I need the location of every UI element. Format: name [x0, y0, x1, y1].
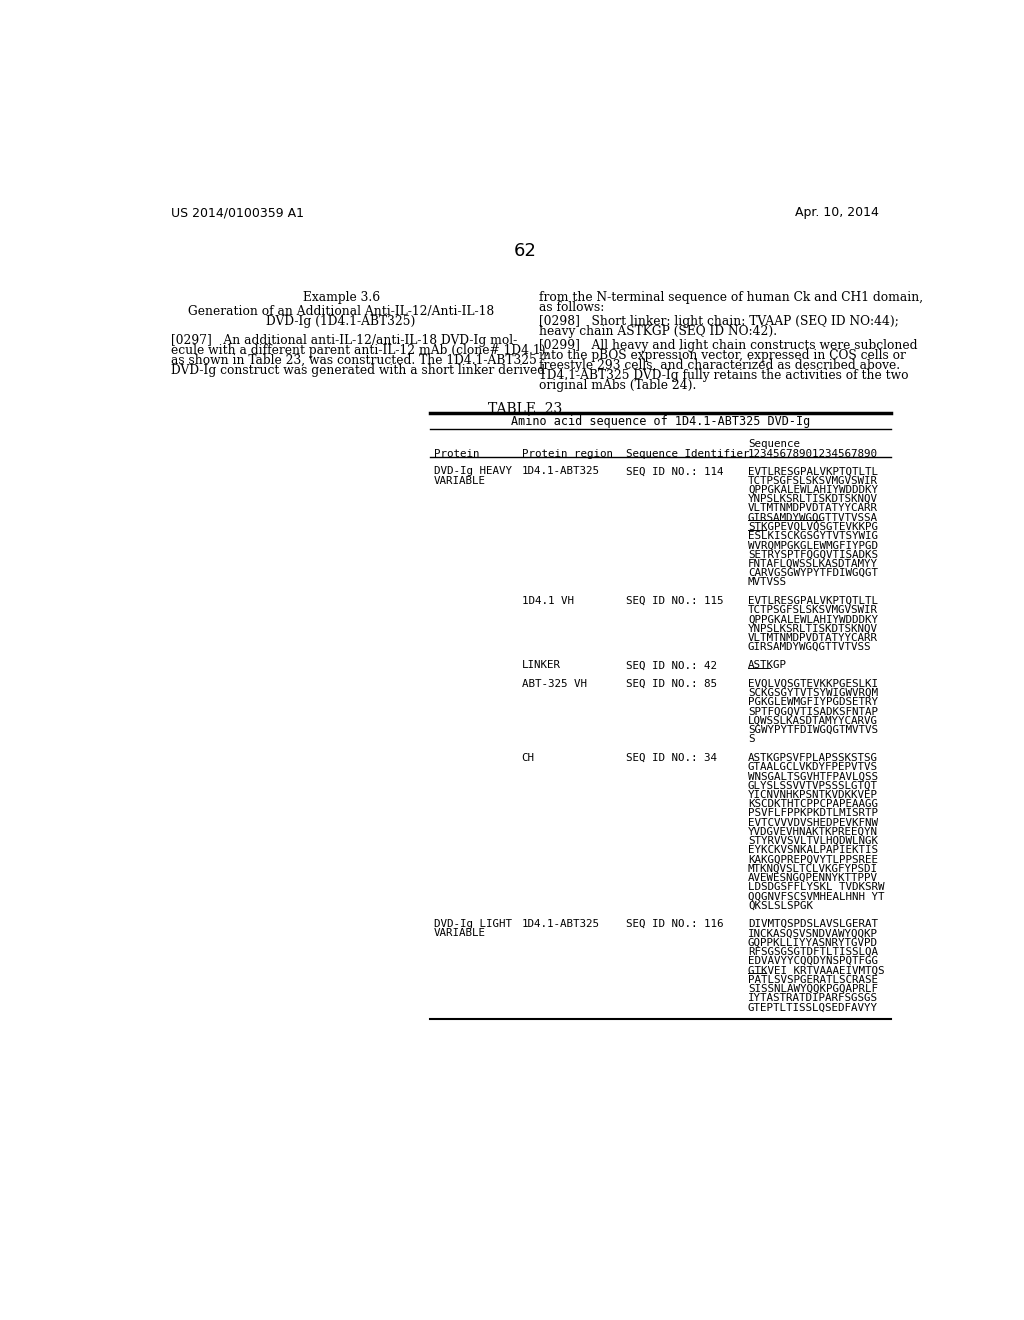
Text: QPPGKALEWLAHIYWDDDKY: QPPGKALEWLAHIYWDDDKY: [748, 614, 878, 624]
Text: GQPPKLLIYYASNRYTGVPD: GQPPKLLIYYASNRYTGVPD: [748, 937, 878, 948]
Text: ABT-325 VH: ABT-325 VH: [521, 678, 587, 689]
Text: LDSDGSFFLYSKL TVDKSRW: LDSDGSFFLYSKL TVDKSRW: [748, 882, 885, 892]
Text: ESLKISCKGSGYTVTSYWIG: ESLKISCKGSGYTVTSYWIG: [748, 531, 878, 541]
Text: Example 3.6: Example 3.6: [302, 290, 380, 304]
Text: WVRQMPGKGLEWMGFIYPGD: WVRQMPGKGLEWMGFIYPGD: [748, 540, 878, 550]
Text: SISSNLAWYQQKPGQAPRLF: SISSNLAWYQQKPGQAPRLF: [748, 983, 878, 994]
Text: PSVFLFPPKPKDTLMISRTP: PSVFLFPPKPKDTLMISRTP: [748, 808, 878, 818]
Text: VLTMTNMDPVDTATYYCARR: VLTMTNMDPVDTATYYCARR: [748, 503, 878, 513]
Text: EDVAVYYCQQDYNSPQTFGG: EDVAVYYCQQDYNSPQTFGG: [748, 956, 878, 966]
Text: GTEPTLTISSLQSEDFAVYY: GTEPTLTISSLQSEDFAVYY: [748, 1002, 878, 1012]
Text: Generation of an Additional Anti-IL-12/Anti-IL-18: Generation of an Additional Anti-IL-12/A…: [188, 305, 495, 318]
Text: US 2014/0100359 A1: US 2014/0100359 A1: [171, 206, 304, 219]
Text: LINKER: LINKER: [521, 660, 561, 671]
Text: YNPSLKSRLTISKDTSKNQV: YNPSLKSRLTISKDTSKNQV: [748, 623, 878, 634]
Text: SETRYSPTFQGQVTISADKS: SETRYSPTFQGQVTISADKS: [748, 549, 878, 560]
Text: SEQ ID NO.: 114: SEQ ID NO.: 114: [627, 466, 724, 477]
Text: WNSGALTSGVHTFPAVLQSS: WNSGALTSGVHTFPAVLQSS: [748, 771, 878, 781]
Text: SEQ ID NO.: 34: SEQ ID NO.: 34: [627, 752, 718, 763]
Text: SEQ ID NO.: 115: SEQ ID NO.: 115: [627, 595, 724, 606]
Text: QKSLSLSPGK: QKSLSLSPGK: [748, 900, 813, 911]
Text: EVTLRESGPALVKPTQTLTL: EVTLRESGPALVKPTQTLTL: [748, 595, 878, 606]
Text: CH: CH: [521, 752, 535, 763]
Text: DVD-Ig construct was generated with a short linker derived: DVD-Ig construct was generated with a sh…: [171, 364, 545, 378]
Text: MTKNQVSLTCLVKGFYPSDI: MTKNQVSLTCLVKGFYPSDI: [748, 863, 878, 874]
Text: TCTPSGFSLSKSVMGVSWIR: TCTPSGFSLSKSVMGVSWIR: [748, 475, 878, 486]
Text: original mAbs (Table 24).: original mAbs (Table 24).: [539, 379, 696, 392]
Text: PGKGLEWMGFIYPGDSETRY: PGKGLEWMGFIYPGDSETRY: [748, 697, 878, 708]
Text: FNTAFLQWSSLKASDTAMYY: FNTAFLQWSSLKASDTAMYY: [748, 558, 878, 569]
Text: DVD-Ig (1D4.1-ABT325): DVD-Ig (1D4.1-ABT325): [266, 315, 416, 329]
Text: [0299]   All heavy and light chain constructs were subcloned: [0299] All heavy and light chain constru…: [539, 339, 918, 351]
Text: DVD-Ig HEAVY: DVD-Ig HEAVY: [434, 466, 512, 477]
Text: GTAALGCLVKDYFPEPVTVS: GTAALGCLVKDYFPEPVTVS: [748, 762, 878, 772]
Text: GLYSLSSVVTVPSSSLGTQT: GLYSLSSVVTVPSSSLGTQT: [748, 780, 878, 791]
Text: as follows:: as follows:: [539, 301, 604, 314]
Text: QPPGKALEWLAHIYWDDDKY: QPPGKALEWLAHIYWDDDKY: [748, 484, 878, 495]
Text: YNPSLKSRLTISKDTSKNQV: YNPSLKSRLTISKDTSKNQV: [748, 494, 878, 504]
Text: 1D4.1-ABT325: 1D4.1-ABT325: [521, 466, 600, 477]
Text: TCTPSGFSLSKSVMGVSWIR: TCTPSGFSLSKSVMGVSWIR: [748, 605, 878, 615]
Text: S: S: [748, 734, 755, 744]
Text: ecule with a different parent anti-IL-12 mAb (clone# 1D4.1),: ecule with a different parent anti-IL-12…: [171, 345, 549, 356]
Text: MVTVSS: MVTVSS: [748, 577, 787, 587]
Text: DIVMTQSPDSLAVSLGERAT: DIVMTQSPDSLAVSLGERAT: [748, 919, 878, 929]
Text: GTKVEI KRTVAAAEIVMTQS: GTKVEI KRTVAAAEIVMTQS: [748, 965, 885, 975]
Text: SEQ ID NO.: 85: SEQ ID NO.: 85: [627, 678, 718, 689]
Text: Protein region: Protein region: [521, 449, 612, 459]
Text: 1D4.1 VH: 1D4.1 VH: [521, 595, 573, 606]
Text: into the pBOS expression vector, expressed in COS cells or: into the pBOS expression vector, express…: [539, 348, 905, 362]
Text: ASTKGPSVFPLAPSSKSTSG: ASTKGPSVFPLAPSSKSTSG: [748, 752, 878, 763]
Text: 12345678901234567890: 12345678901234567890: [748, 449, 878, 459]
Text: INCKASQSVSNDVAWYQQKP: INCKASQSVSNDVAWYQQKP: [748, 928, 878, 939]
Text: Protein: Protein: [434, 449, 479, 459]
Text: LQWSSLKASDTAMYYCARVG: LQWSSLKASDTAMYYCARVG: [748, 715, 878, 726]
Text: RFSGSGSGTDFTLTISSLQA: RFSGSGSGTDFTLTISSLQA: [748, 946, 878, 957]
Text: CARVGSGWYPYTFDIWGQGT: CARVGSGWYPYTFDIWGQGT: [748, 568, 878, 578]
Text: IYTASTRATDIPARFSGSGS: IYTASTRATDIPARFSGSGS: [748, 993, 878, 1003]
Text: QQGNVFSCSVMHEALHNH YT: QQGNVFSCSVMHEALHNH YT: [748, 891, 885, 902]
Text: VLTMTNMDPVDTATYYCARR: VLTMTNMDPVDTATYYCARR: [748, 632, 878, 643]
Text: Sequence Identifier: Sequence Identifier: [627, 449, 750, 459]
Text: AVEWESNGQPENNYKTTPPV: AVEWESNGQPENNYKTTPPV: [748, 873, 878, 883]
Text: heavy chain ASTKGP (SEQ ID NO:42).: heavy chain ASTKGP (SEQ ID NO:42).: [539, 325, 777, 338]
Text: 1D4.1-ABT325 DVD-Ig fully retains the activities of the two: 1D4.1-ABT325 DVD-Ig fully retains the ac…: [539, 368, 908, 381]
Text: STYRVVSVLTVLHQDWLNGK: STYRVVSVLTVLHQDWLNGK: [748, 836, 878, 846]
Text: [0297]   An additional anti-IL-12/anti-IL-18 DVD-Ig mol-: [0297] An additional anti-IL-12/anti-IL-…: [171, 334, 517, 347]
Text: STKGPEVQLVQSGTEVKKPG: STKGPEVQLVQSGTEVKKPG: [748, 521, 878, 532]
Text: KAKGQPREPQVYTLPPSREE: KAKGQPREPQVYTLPPSREE: [748, 854, 878, 865]
Text: Sequence: Sequence: [748, 440, 800, 449]
Text: EYKCKVSNKALPAPIEKTIS: EYKCKVSNKALPAPIEKTIS: [748, 845, 878, 855]
Text: Apr. 10, 2014: Apr. 10, 2014: [795, 206, 879, 219]
Text: TABLE  23: TABLE 23: [487, 401, 562, 416]
Text: EVTCVVVDVSHEDPEVKFNW: EVTCVVVDVSHEDPEVKFNW: [748, 817, 878, 828]
Text: GIRSAMDYWGQGTTVTVSS: GIRSAMDYWGQGTTVTVSS: [748, 642, 871, 652]
Text: YVDGVEVHNAKTKPREEQYN: YVDGVEVHNAKTKPREEQYN: [748, 826, 878, 837]
Text: as shown in Table 23, was constructed. The 1D4.1-ABT325: as shown in Table 23, was constructed. T…: [171, 354, 537, 367]
Text: EVTLRESGPALVKPTQTLTL: EVTLRESGPALVKPTQTLTL: [748, 466, 878, 477]
Text: EVQLVQSGTEVKKPGESLKI: EVQLVQSGTEVKKPGESLKI: [748, 678, 878, 689]
Text: from the N-terminal sequence of human Ck and CH1 domain,: from the N-terminal sequence of human Ck…: [539, 290, 923, 304]
Text: DVD-Ig LIGHT: DVD-Ig LIGHT: [434, 919, 512, 929]
Text: freestyle 293 cells, and characterized as described above.: freestyle 293 cells, and characterized a…: [539, 359, 900, 372]
Text: YICNVNHKPSNTKVDKKVEP: YICNVNHKPSNTKVDKKVEP: [748, 789, 878, 800]
Text: PATLSVSPGERATLSCRASE: PATLSVSPGERATLSCRASE: [748, 974, 878, 985]
Text: SEQ ID NO.: 116: SEQ ID NO.: 116: [627, 919, 724, 929]
Text: SPTFQGQVTISADKSFNTAP: SPTFQGQVTISADKSFNTAP: [748, 706, 878, 717]
Text: VARIABLE: VARIABLE: [434, 475, 486, 486]
Text: VARIABLE: VARIABLE: [434, 928, 486, 939]
Text: ASTKGP: ASTKGP: [748, 660, 787, 671]
Text: SEQ ID NO.: 42: SEQ ID NO.: 42: [627, 660, 718, 671]
Text: GIRSAMDYWGQGTTVTVSSA: GIRSAMDYWGQGTTVTVSSA: [748, 512, 878, 523]
Text: SCKGSGYTVTSYWIGWVRQM: SCKGSGYTVTSYWIGWVRQM: [748, 688, 878, 698]
Text: KSCDKTHTCPPCPAPEAAGG: KSCDKTHTCPPCPAPEAAGG: [748, 799, 878, 809]
Text: [0298]   Short linker: light chain: TVAAP (SEQ ID NO:44);: [0298] Short linker: light chain: TVAAP …: [539, 314, 899, 327]
Text: 62: 62: [513, 242, 537, 260]
Text: Amino acid sequence of 1D4.1-ABT325 DVD-Ig: Amino acid sequence of 1D4.1-ABT325 DVD-…: [511, 414, 810, 428]
Text: SGWYPYTFDIWGQGTMVTVS: SGWYPYTFDIWGQGTMVTVS: [748, 725, 878, 735]
Text: 1D4.1-ABT325: 1D4.1-ABT325: [521, 919, 600, 929]
